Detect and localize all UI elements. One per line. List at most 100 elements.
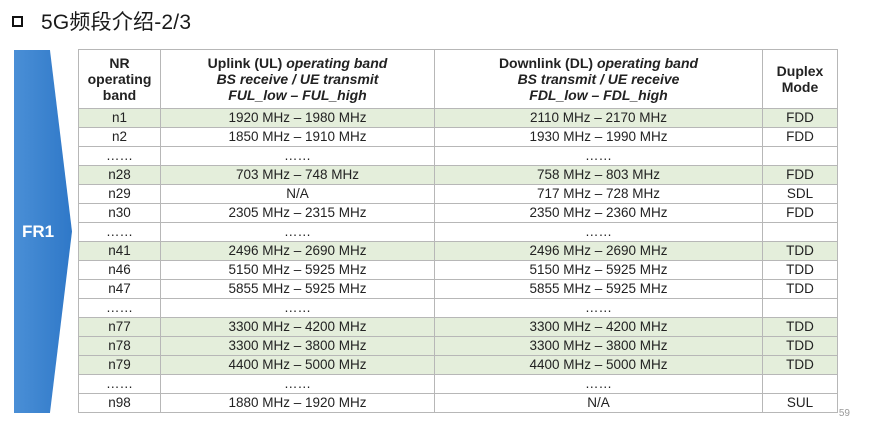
table-row: n30 2305 MHz – 2315 MHz 2350 MHz – 2360 MH… [78,203,838,223]
cell-band: n29 [78,184,161,204]
cell-uplink: 4400 MHz – 5000 MHz [160,355,435,375]
table-row: n79 4400 MHz – 5000 MHz 4400 MHz – 5000 MH… [78,355,838,375]
cell-uplink: 1880 MHz – 1920 MHz [160,393,435,413]
cell-band: …… [78,298,161,318]
table-row: n2 1850 MHz – 1910 MHz 1930 MHz – 1990 MHz… [78,127,838,147]
cell-uplink: …… [160,374,435,394]
header-downlink: Downlink (DL) operating band BS transmit… [434,49,763,109]
cell-downlink: N/A [434,393,763,413]
band-rows: n1 1920 MHz – 1980 MHz 2110 MHz – 2170 MHz… [78,108,838,413]
cell-band: n47 [78,279,161,299]
cell-band: n41 [78,241,161,261]
cell-band: …… [78,374,161,394]
cell-band: n46 [78,260,161,280]
cell-band: n2 [78,127,161,147]
table-row: ……………… [78,146,838,166]
slide-title-bar: 5G频段介绍-2/3 [12,6,191,36]
cell-downlink: 758 MHz – 803 MHz [434,165,763,185]
cell-downlink: 1930 MHz – 1990 MHz [434,127,763,147]
cell-downlink: …… [434,298,763,318]
header-downlink-title-italic: operating band [596,55,699,71]
slide-title: 5G频段介绍-2/3 [41,11,192,34]
cell-duplex: TDD [762,279,838,299]
table-row: n47 5855 MHz – 5925 MHz 5855 MHz – 5925 MH… [78,279,838,299]
cell-band: n98 [78,393,161,413]
cell-downlink: …… [434,374,763,394]
table-row: n29 N/A 717 MHz – 728 MHz SDL [78,184,838,204]
square-bullet-icon [12,15,23,27]
cell-band: n77 [78,317,161,337]
header-uplink-title: Uplink (UL) [207,55,287,71]
header-band-line-1: NR [109,55,130,71]
fr1-arrow-banner: FR1 [14,50,72,413]
cell-duplex: TDD [762,355,838,375]
header-downlink-range: FDL_low – FDL_high [529,87,668,103]
header-uplink-subtitle: BS receive / UE transmit [216,71,379,87]
cell-duplex: TDD [762,336,838,356]
cell-downlink: 5150 MHz – 5925 MHz [434,260,763,280]
cell-uplink: 1920 MHz – 1980 MHz [160,108,435,128]
header-duplex-line-2: Mode [781,79,819,95]
cell-uplink: 703 MHz – 748 MHz [160,165,435,185]
cell-uplink: …… [160,222,435,242]
cell-downlink: 3300 MHz – 4200 MHz [434,317,763,337]
table-row: ……………… [78,222,838,242]
table-row: n78 3300 MHz – 3800 MHz 3300 MHz – 3800 MH… [78,336,838,356]
table-row: n28 703 MHz – 748 MHz 758 MHz – 803 MHz FDD [78,165,838,185]
table-row: n41 2496 MHz – 2690 MHz 2496 MHz – 2690 MH… [78,241,838,261]
page-number: 59 [838,408,850,419]
cell-uplink: 2305 MHz – 2315 MHz [160,203,435,223]
header-band: NR operating band [78,49,161,109]
header-duplex-line-1: Duplex [776,63,824,79]
header-uplink-range: FUL_low – FUL_high [228,87,367,103]
header-uplink-title-italic: operating band [286,55,388,71]
header-band-line-3: band [102,87,137,103]
cell-duplex: SDL [762,184,838,204]
cell-band: n79 [78,355,161,375]
cell-band: n1 [78,108,161,128]
cell-band: n28 [78,165,161,185]
cell-uplink: 3300 MHz – 3800 MHz [160,336,435,356]
cell-duplex [762,374,838,394]
table-header-row: NR operating band Uplink (UL) operating … [78,49,838,109]
table-row: ……………… [78,298,838,318]
cell-downlink: 2110 MHz – 2170 MHz [434,108,763,128]
cell-uplink: N/A [160,184,435,204]
cell-uplink: 5855 MHz – 5925 MHz [160,279,435,299]
cell-duplex: SUL [762,393,838,413]
cell-downlink: …… [434,222,763,242]
table-row: n46 5150 MHz – 5925 MHz 5150 MHz – 5925 MH… [78,260,838,280]
cell-downlink: …… [434,146,763,166]
cell-duplex [762,298,838,318]
cell-uplink: 2496 MHz – 2690 MHz [160,241,435,261]
header-duplex: Duplex Mode [762,49,838,109]
cell-downlink: 2350 MHz – 2360 MHz [434,203,763,223]
cell-duplex [762,222,838,242]
cell-uplink: 3300 MHz – 4200 MHz [160,317,435,337]
cell-band: n30 [78,203,161,223]
cell-duplex: TDD [762,260,838,280]
cell-downlink: 717 MHz – 728 MHz [434,184,763,204]
header-downlink-subtitle: BS transmit / UE receive [517,71,680,87]
cell-uplink: …… [160,146,435,166]
cell-duplex: FDD [762,127,838,147]
cell-duplex: FDD [762,165,838,185]
cell-uplink: 1850 MHz – 1910 MHz [160,127,435,147]
cell-band: …… [78,146,161,166]
table-row: n1 1920 MHz – 1980 MHz 2110 MHz – 2170 MHz… [78,108,838,128]
cell-uplink: …… [160,298,435,318]
cell-duplex: TDD [762,317,838,337]
header-band-line-2: operating [87,71,152,87]
cell-downlink: 2496 MHz – 2690 MHz [434,241,763,261]
table-row: n98 1880 MHz – 1920 MHz N/A SUL [78,393,838,413]
cell-downlink: 3300 MHz – 3800 MHz [434,336,763,356]
header-uplink: Uplink (UL) operating band BS receive / … [160,49,435,109]
cell-downlink: 4400 MHz – 5000 MHz [434,355,763,375]
header-downlink-title: Downlink (DL) [498,55,597,71]
band-table: NR operating band Uplink (UL) operating … [78,49,838,413]
table-row: ……………… [78,374,838,394]
cell-duplex [762,146,838,166]
cell-downlink: 5855 MHz – 5925 MHz [434,279,763,299]
cell-uplink: 5150 MHz – 5925 MHz [160,260,435,280]
cell-duplex: FDD [762,108,838,128]
